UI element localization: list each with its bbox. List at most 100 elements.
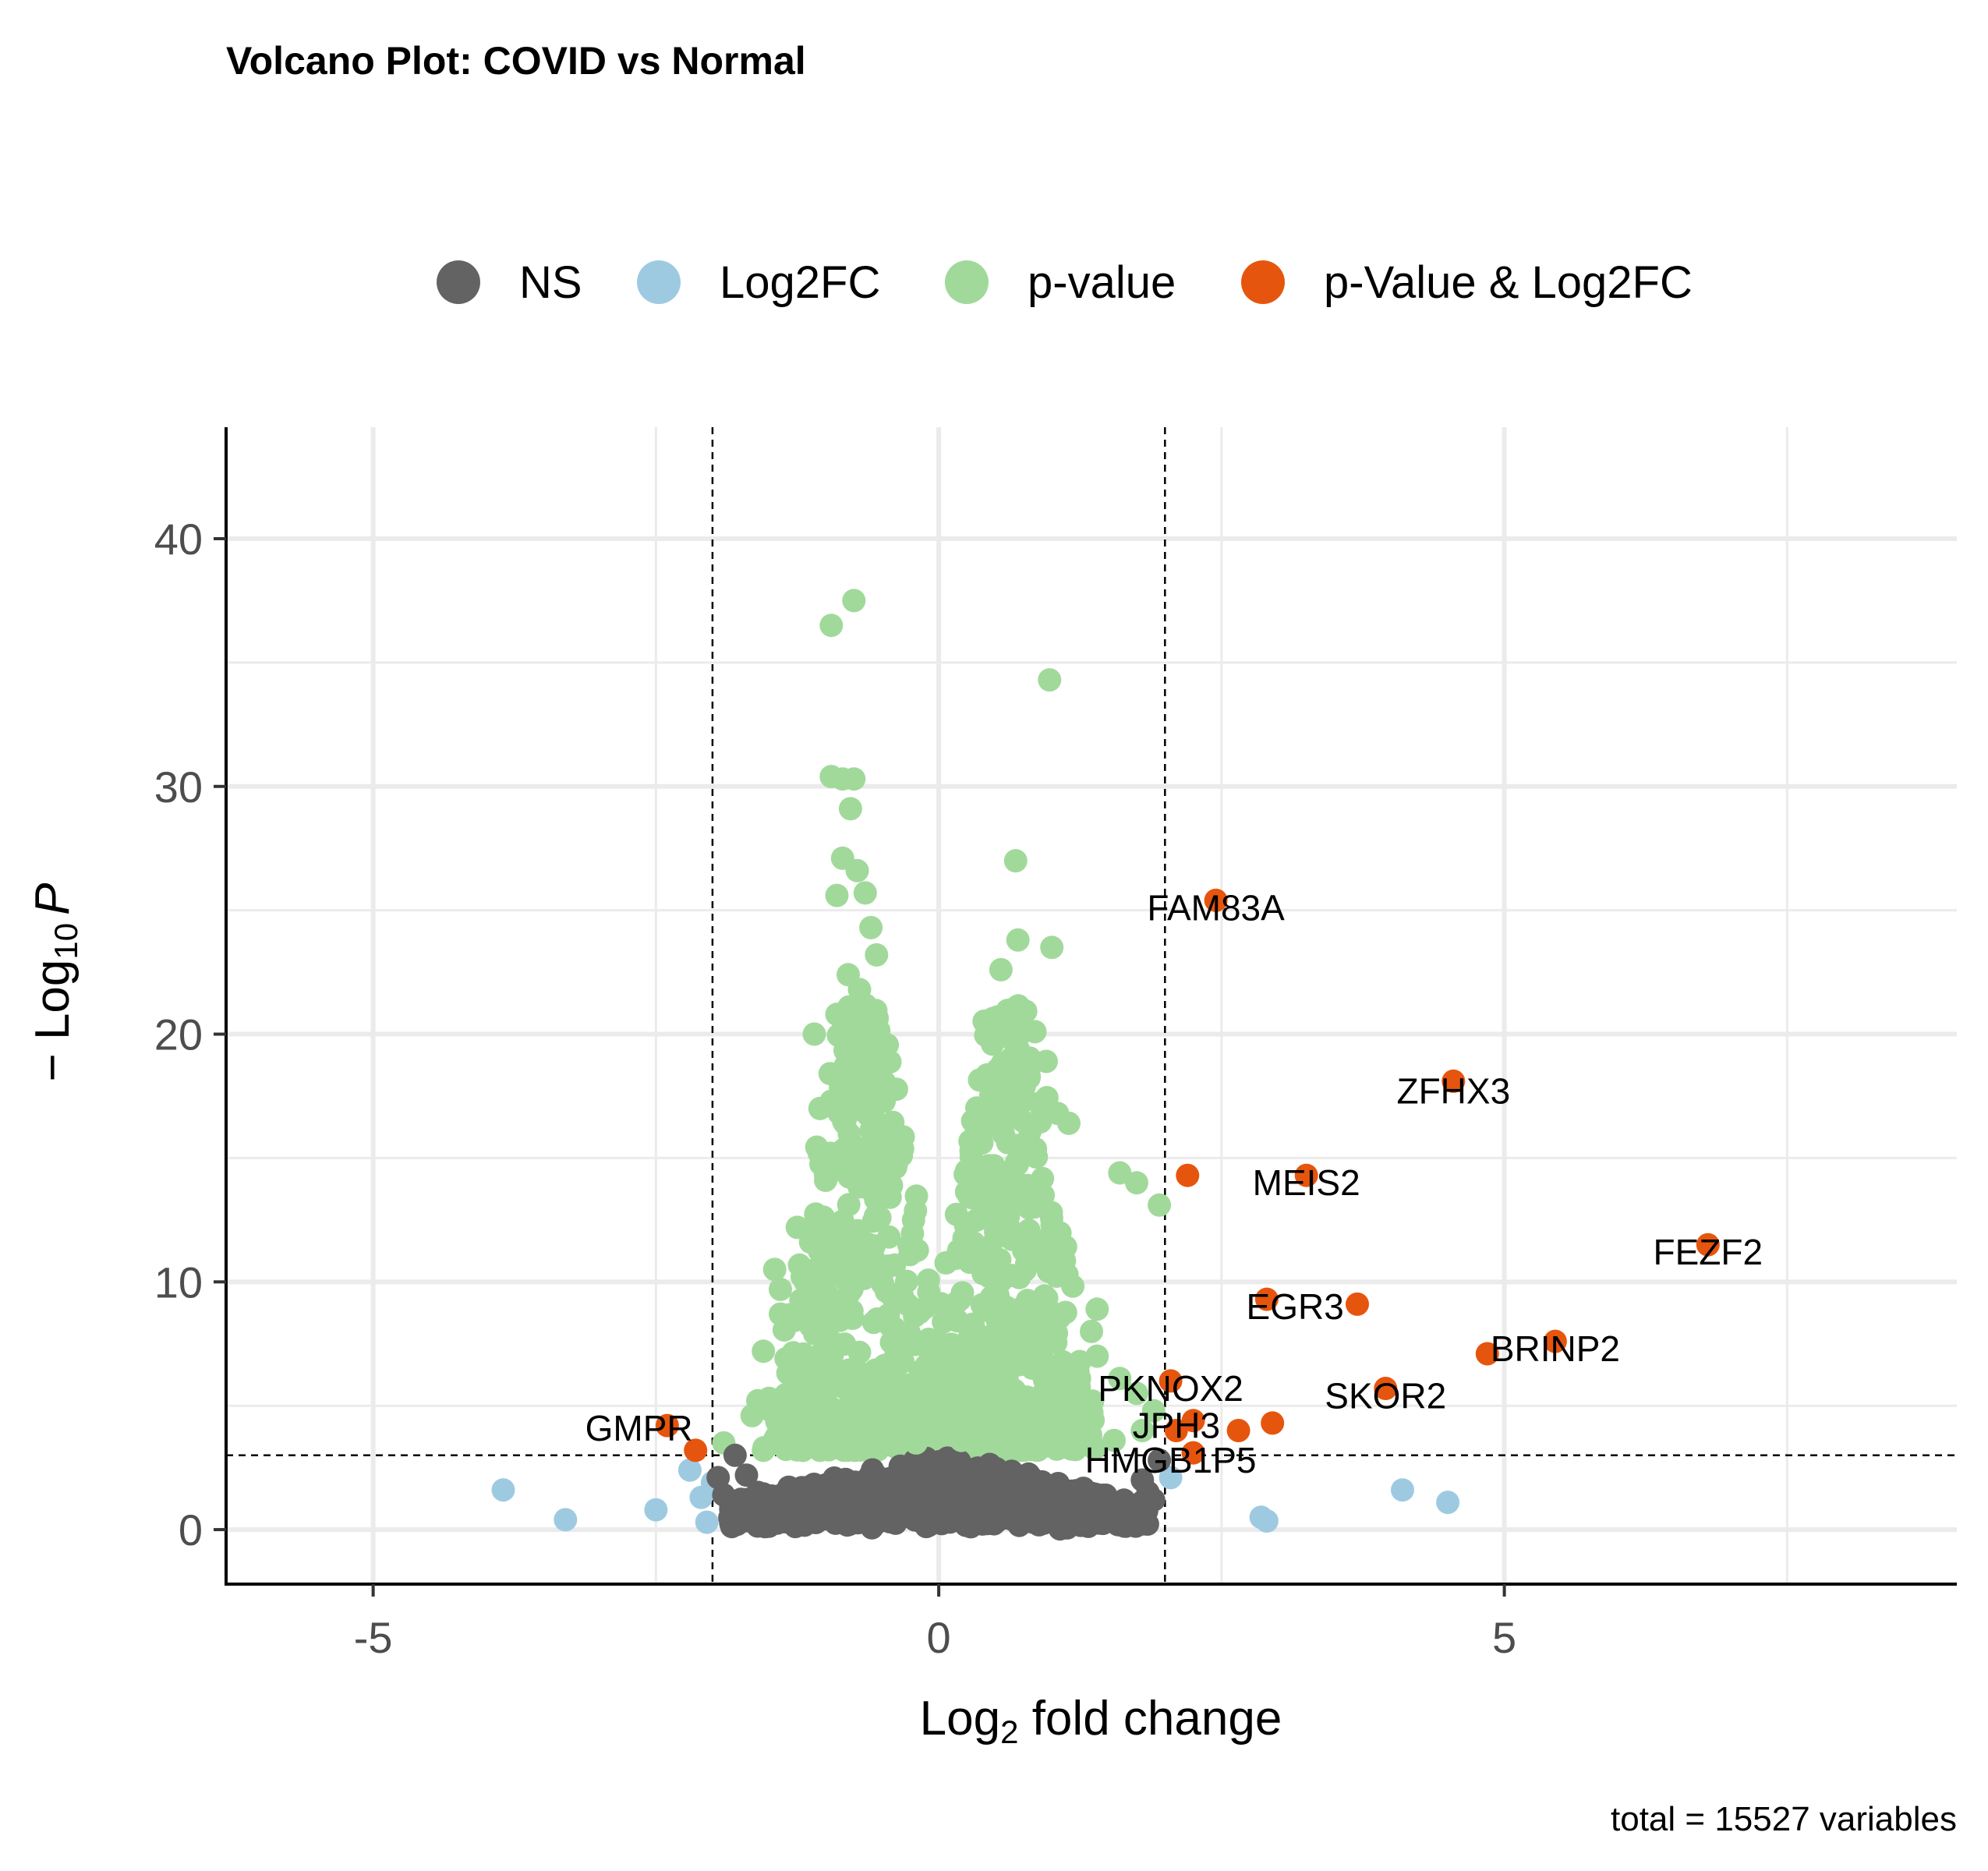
point-p-value	[802, 1022, 826, 1046]
point-log2fc	[491, 1478, 515, 1502]
point-p-value	[1017, 1064, 1042, 1088]
point-p-value	[825, 883, 849, 907]
point-p-value	[978, 1074, 1002, 1098]
point-p-value	[1027, 1229, 1050, 1253]
point-p-value	[871, 1272, 894, 1296]
point-p-value	[774, 1346, 798, 1371]
x-tick-label: -5	[354, 1613, 393, 1662]
point-p-value	[795, 1345, 819, 1369]
point-p-value	[904, 1184, 929, 1208]
point-log2fc	[1158, 1466, 1183, 1490]
point-ns	[723, 1503, 747, 1526]
point-p-value	[822, 1367, 846, 1391]
point-ns	[943, 1482, 967, 1506]
point-p-value	[1040, 936, 1064, 960]
point-p-value	[904, 1431, 929, 1455]
point-p-value	[1015, 1173, 1039, 1197]
point-ns	[734, 1463, 759, 1487]
chart-title: Volcano Plot: COVID vs Normal	[226, 39, 806, 83]
point-p-value	[1000, 1227, 1024, 1251]
point-p-value	[842, 589, 866, 613]
point-p-value	[1027, 1300, 1051, 1324]
point-p-value-log2fc	[1374, 1377, 1398, 1400]
legend-label: p-value	[1028, 257, 1176, 308]
point-p-value	[864, 1187, 888, 1211]
point-p-value	[895, 1269, 919, 1293]
legend-key	[1241, 260, 1285, 304]
point-p-value	[1047, 1368, 1071, 1392]
y-tick-label: 10	[154, 1257, 203, 1307]
y-axis-title-italic: P	[26, 883, 80, 915]
point-p-value	[992, 1102, 1015, 1126]
point-p-value	[1130, 1419, 1155, 1442]
point-p-value	[829, 1076, 853, 1100]
point-log2fc	[695, 1510, 719, 1534]
data-points	[491, 589, 1720, 1541]
point-p-value	[1006, 928, 1030, 952]
point-ns	[1064, 1479, 1088, 1503]
point-p-value	[752, 1438, 776, 1462]
point-p-value	[861, 1209, 886, 1233]
point-p-value	[983, 1213, 1007, 1237]
point-p-value	[917, 1280, 941, 1304]
point-log2fc	[677, 1458, 702, 1482]
point-p-value	[957, 1401, 982, 1424]
point-p-value	[1061, 1274, 1085, 1298]
x-axis-title-sub: 2	[1000, 1714, 1018, 1750]
point-p-value	[1031, 1355, 1055, 1378]
y-axis-title-sub: 10	[48, 923, 84, 960]
point-ns	[951, 1510, 975, 1534]
point-p-value	[853, 881, 877, 905]
point-ns	[1018, 1464, 1042, 1488]
point-p-value	[1067, 1432, 1091, 1456]
point-p-value	[897, 1321, 921, 1345]
gene-label: HMGB1P5	[1085, 1440, 1257, 1480]
gene-label: FEZF2	[1654, 1232, 1763, 1272]
point-p-value	[847, 978, 872, 1002]
point-p-value	[847, 1340, 872, 1364]
point-p-value	[822, 1264, 847, 1288]
point-p-value-log2fc	[1441, 1069, 1466, 1093]
legend-label: p-Value & Log2FC	[1324, 257, 1693, 308]
point-p-value	[979, 1286, 1003, 1310]
point-p-value-log2fc	[1226, 1419, 1250, 1442]
gene-label: PKNOX2	[1098, 1368, 1243, 1409]
grid	[226, 427, 1957, 1584]
point-p-value	[785, 1215, 809, 1240]
y-tick-label: 0	[179, 1505, 203, 1554]
point-p-value	[805, 1286, 829, 1310]
point-p-value	[1053, 1235, 1077, 1259]
tick-labels: -5 0 5 0 10 20 30 40	[154, 515, 1516, 1662]
point-ns	[974, 1511, 998, 1534]
point-ns	[1073, 1512, 1097, 1537]
point-p-value	[786, 1419, 810, 1443]
point-p-value	[884, 1077, 908, 1102]
point-p-value	[897, 1233, 921, 1257]
legend-label: NS	[519, 257, 582, 308]
point-ns	[1056, 1496, 1081, 1520]
point-p-value-log2fc	[1475, 1342, 1499, 1366]
point-p-value	[810, 1147, 834, 1171]
point-p-value	[833, 1054, 858, 1078]
point-log2fc	[1391, 1478, 1414, 1502]
point-p-value	[877, 1225, 901, 1249]
y-tick-label: 40	[154, 515, 203, 564]
point-ns	[1024, 1505, 1049, 1530]
point-p-value	[978, 1434, 1003, 1459]
gene-label: FAM83A	[1147, 887, 1285, 928]
gene-label: GMPR	[585, 1408, 693, 1448]
gene-label: MEIS2	[1253, 1162, 1360, 1203]
point-p-value	[950, 1428, 974, 1452]
point-p-value	[975, 1339, 999, 1363]
point-log2fc	[1254, 1509, 1279, 1533]
point-ns	[1130, 1468, 1155, 1492]
point-p-value	[740, 1403, 764, 1427]
point-p-value	[929, 1399, 953, 1422]
point-ns	[712, 1483, 736, 1507]
gene-label: EGR3	[1247, 1286, 1344, 1327]
point-p-value	[1066, 1360, 1090, 1384]
axes	[225, 427, 1957, 1586]
point-p-value	[1148, 1193, 1172, 1217]
y-tick-label: 30	[154, 762, 203, 812]
point-p-value	[1038, 668, 1062, 692]
